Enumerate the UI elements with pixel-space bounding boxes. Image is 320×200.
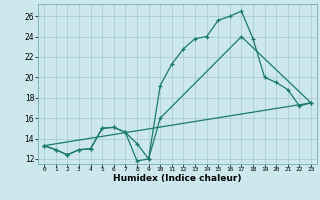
- X-axis label: Humidex (Indice chaleur): Humidex (Indice chaleur): [113, 174, 242, 183]
